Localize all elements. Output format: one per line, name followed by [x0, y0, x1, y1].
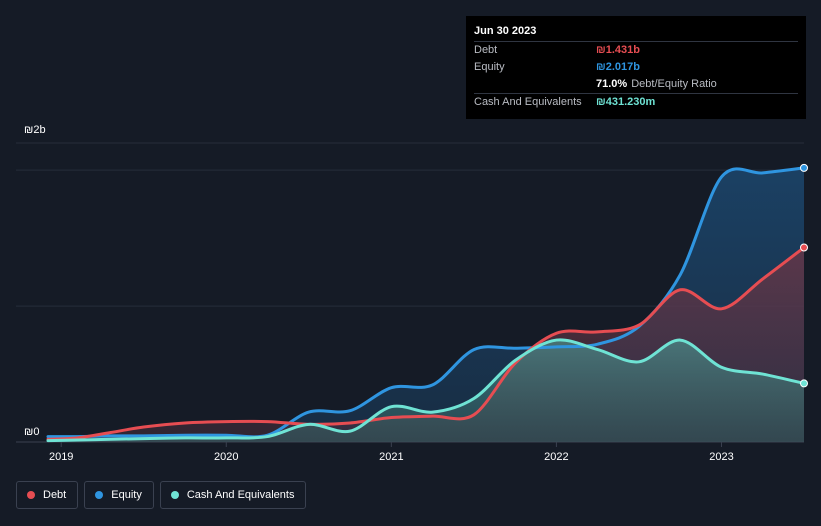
tooltip-row-debt: Debt ₪1.431b: [474, 41, 798, 59]
legend-label-equity: Equity: [111, 489, 142, 501]
x-tick-label: 2019: [49, 451, 73, 463]
tooltip-row-equity: Equity ₪2.017b: [474, 59, 798, 76]
equity-endpoint[interactable]: [800, 163, 808, 172]
y-axis-ticks: ₪2b ₪0: [24, 124, 46, 438]
cash-dot-icon: [170, 491, 179, 499]
x-tick-label: 2022: [544, 451, 568, 463]
tooltip-debt-value: ₪1.431b: [596, 44, 640, 56]
cash-and-equivalents-line: [46, 338, 806, 443]
equity-dot-icon: [95, 491, 104, 499]
tooltip-date: Jun 30 2023: [474, 25, 537, 37]
y-tick-label: ₪0: [24, 426, 39, 438]
debt-dot-icon: [27, 491, 35, 499]
data-tooltip: Jun 30 2023 Debt ₪1.431b Equity ₪2.017b …: [466, 16, 806, 119]
legend-label-debt: Debt: [43, 489, 67, 501]
tooltip-debt-label: Debt: [474, 44, 498, 56]
tooltip-ratio-label: [474, 76, 596, 93]
legend-item-debt[interactable]: Debt: [16, 481, 79, 509]
cash-and-equivalents-area: [48, 339, 804, 442]
legend-label-cash: Cash And Equivalents: [186, 489, 295, 501]
tooltip-cash-value: ₪431.230m: [596, 96, 656, 108]
tooltip-row-cash: Cash And Equivalents ₪431.230m: [474, 93, 798, 111]
tooltip-ratio-value: 71.0% Debt/Equity Ratio: [596, 76, 717, 93]
x-tick-label: 2020: [214, 451, 238, 463]
debt-line: [46, 246, 806, 441]
series-lines: [46, 166, 806, 443]
x-tick-label: 2023: [709, 451, 733, 463]
tooltip-cash-label: Cash And Equivalents: [474, 96, 582, 108]
tooltip-ratio-caption: Debt/Equity Ratio: [631, 78, 717, 90]
legend-item-equity[interactable]: Equity: [84, 481, 154, 509]
series-endpoints: [800, 163, 808, 388]
tooltip-equity-value: ₪2.017b: [596, 61, 640, 73]
tooltip-ratio-number: 71.0%: [596, 78, 628, 90]
tooltip-equity-label: Equity: [474, 61, 505, 73]
debt-endpoint[interactable]: [800, 243, 808, 252]
chart-legend: Debt Equity Cash And Equivalents: [16, 481, 307, 509]
tooltip-row-ratio: 71.0% Debt/Equity Ratio: [474, 76, 798, 93]
cash-and-equivalents-endpoint[interactable]: [800, 379, 808, 388]
x-axis-ticks: 2019 2020 2021 2022 2023: [49, 442, 734, 463]
series-areas: [48, 167, 804, 442]
legend-item-cash[interactable]: Cash And Equivalents: [159, 481, 307, 509]
x-tick-label: 2021: [379, 451, 403, 463]
equity-line: [46, 166, 806, 439]
y-tick-label: ₪2b: [24, 124, 46, 136]
